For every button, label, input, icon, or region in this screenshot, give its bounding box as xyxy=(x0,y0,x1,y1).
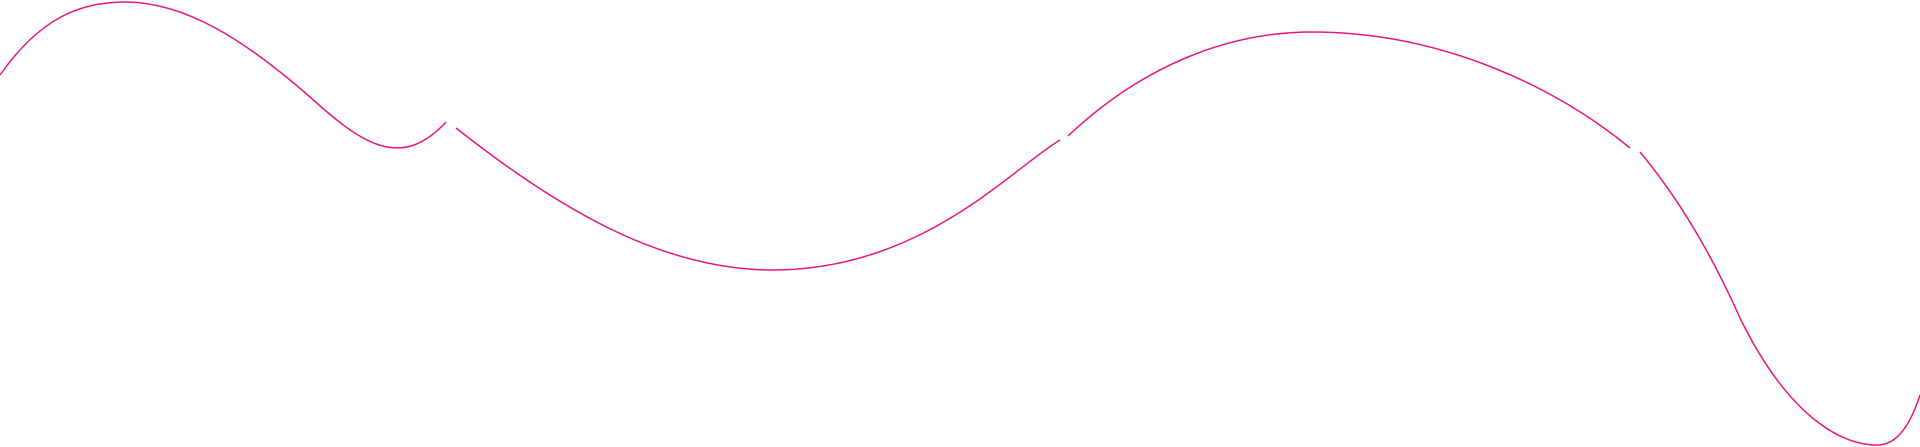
wave-segment-2 xyxy=(455,127,1061,271)
wave-segment-3 xyxy=(1067,31,1631,149)
wave-segment-4 xyxy=(1639,151,1920,446)
wave-segment-1 xyxy=(0,1,447,149)
